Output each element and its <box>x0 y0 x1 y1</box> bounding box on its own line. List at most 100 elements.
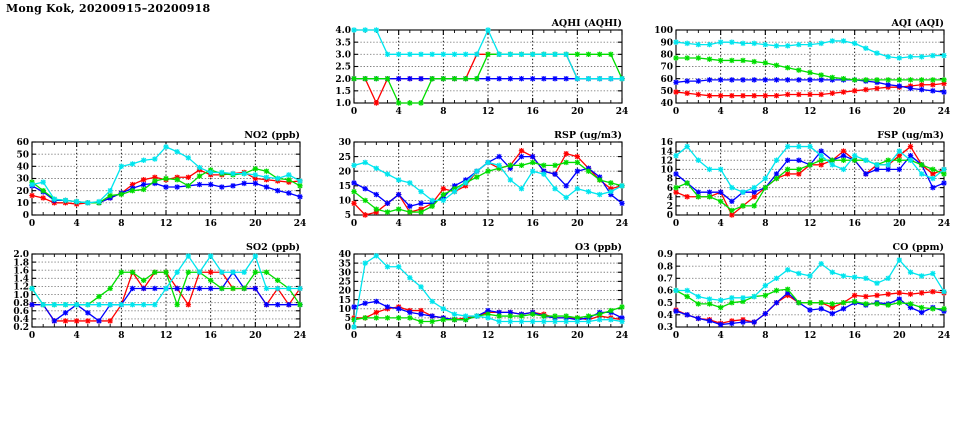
svg-text:8: 8 <box>440 219 446 229</box>
svg-text:24: 24 <box>938 219 951 229</box>
series-day1 <box>673 80 947 99</box>
svg-text:4: 4 <box>74 331 80 341</box>
svg-text:0.9: 0.9 <box>657 250 673 260</box>
svg-text:24: 24 <box>616 107 629 117</box>
chart-title: RSP (ug/m3) <box>554 130 622 141</box>
svg-text:24: 24 <box>616 331 629 341</box>
svg-text:40: 40 <box>660 99 673 109</box>
chart-title: NO2 (ppb) <box>244 130 300 141</box>
x-tick-labels: 0 4 8 12 16 20 24 <box>673 219 950 229</box>
chart-title: AQHI (AQHI) <box>551 18 622 29</box>
series-day4 <box>673 257 947 303</box>
svg-text:0: 0 <box>29 219 35 229</box>
svg-text:1.2: 1.2 <box>13 283 29 293</box>
x-tick-labels: 0 4 8 12 16 20 24 <box>351 219 628 229</box>
svg-text:10: 10 <box>338 305 351 315</box>
y-tick-labels: 0.3 0.4 0.5 0.6 0.7 0.8 0.9 <box>657 250 673 333</box>
svg-text:16: 16 <box>526 107 539 117</box>
svg-text:4.0: 4.0 <box>335 26 351 36</box>
svg-text:80: 80 <box>660 51 673 61</box>
chart-panel-co: 0.3 0.4 0.5 0.6 0.7 0.8 0.9 0 4 8 12 16 20 24 CO (ppm) <box>652 234 952 346</box>
svg-text:40: 40 <box>16 163 29 173</box>
svg-text:2: 2 <box>667 202 673 212</box>
svg-text:8: 8 <box>118 219 124 229</box>
svg-text:30: 30 <box>16 175 29 185</box>
chart-title: FSP (ug/m3) <box>877 130 944 141</box>
svg-text:1.0: 1.0 <box>13 291 29 301</box>
y-tick-labels: 5 10 15 20 25 30 <box>338 138 351 221</box>
svg-text:4: 4 <box>718 107 724 117</box>
x-tick-labels: 0 4 8 12 16 20 24 <box>673 331 950 341</box>
svg-text:1.0: 1.0 <box>335 99 351 109</box>
svg-text:3.0: 3.0 <box>335 51 351 61</box>
svg-text:30: 30 <box>338 138 351 148</box>
svg-text:3.5: 3.5 <box>335 38 351 48</box>
y-tick-labels: 40 50 60 70 80 90 100 <box>654 26 673 109</box>
chart-panel-rsp: 5 10 15 20 25 30 0 4 8 12 16 20 24 RSP (ug/m3) <box>330 122 630 234</box>
svg-text:16: 16 <box>526 331 539 341</box>
svg-text:8: 8 <box>762 331 768 341</box>
svg-text:10: 10 <box>16 199 29 209</box>
svg-text:8: 8 <box>440 107 446 117</box>
svg-text:0.6: 0.6 <box>657 287 673 297</box>
svg-text:24: 24 <box>294 219 307 229</box>
svg-text:16: 16 <box>848 331 861 341</box>
chart-panel-aqi: 40 50 60 70 80 90 100 0 4 8 12 16 20 24 AQI (AQI) <box>652 10 952 122</box>
series-day4 <box>351 27 625 82</box>
chart-panel-no2: 0 10 20 30 40 50 60 0 4 8 12 16 20 24 NO2 (ppb) <box>8 122 308 234</box>
series-day4 <box>29 144 303 206</box>
svg-text:16: 16 <box>204 219 217 229</box>
chart-co: 0.3 0.4 0.5 0.6 0.7 0.8 0.9 0 4 8 12 16 20 24 CO (ppm) <box>657 242 950 341</box>
x-tick-labels: 0 4 8 12 16 20 24 <box>351 331 628 341</box>
gridlines <box>354 142 622 215</box>
svg-text:8: 8 <box>667 175 673 185</box>
chart-title: AQI (AQI) <box>891 18 944 29</box>
svg-text:10: 10 <box>338 197 351 207</box>
svg-text:2.5: 2.5 <box>335 63 351 73</box>
svg-text:0.3: 0.3 <box>657 323 673 333</box>
chart-panel-fsp: 0 2 4 6 8 10 12 14 16 0 4 8 12 16 20 24 FSP (ug/m3) <box>652 122 952 234</box>
svg-text:0: 0 <box>23 211 29 221</box>
svg-text:20: 20 <box>338 167 351 177</box>
svg-text:16: 16 <box>526 219 539 229</box>
svg-text:60: 60 <box>16 138 29 148</box>
svg-text:1.4: 1.4 <box>13 275 29 285</box>
svg-text:0: 0 <box>667 211 673 221</box>
svg-text:20: 20 <box>249 331 262 341</box>
svg-text:1.6: 1.6 <box>13 266 29 276</box>
svg-text:12: 12 <box>804 107 817 117</box>
svg-text:12: 12 <box>482 107 495 117</box>
page-title: Mong Kok, 20200915–20200918 <box>6 2 211 15</box>
svg-text:70: 70 <box>660 63 673 73</box>
series-day4 <box>351 159 625 204</box>
y-tick-labels: 1.0 1.5 2.0 2.5 3.0 3.5 4.0 <box>335 26 351 109</box>
y-tick-labels: 0.20.40.60.81.01.21.41.61.82.0 <box>13 250 29 333</box>
svg-text:0: 0 <box>673 219 679 229</box>
svg-text:20: 20 <box>16 187 29 197</box>
chart-title: O3 (ppb) <box>575 242 622 253</box>
svg-text:6: 6 <box>667 184 673 194</box>
svg-text:0: 0 <box>673 107 679 117</box>
svg-text:14: 14 <box>660 147 673 157</box>
svg-text:20: 20 <box>249 219 262 229</box>
svg-text:4: 4 <box>396 107 402 117</box>
x-tick-labels: 0 4 8 12 16 20 24 <box>29 219 306 229</box>
svg-text:100: 100 <box>654 26 673 36</box>
svg-text:4: 4 <box>718 331 724 341</box>
svg-text:60: 60 <box>660 75 673 85</box>
svg-text:1.8: 1.8 <box>13 258 29 268</box>
svg-text:0.8: 0.8 <box>657 262 673 272</box>
axis-ticks <box>675 141 945 216</box>
svg-text:16: 16 <box>848 107 861 117</box>
axis-ticks <box>353 253 623 328</box>
chart-aqi: 40 50 60 70 80 90 100 0 4 8 12 16 20 24 AQI (AQI) <box>654 18 950 117</box>
svg-text:0.5: 0.5 <box>657 299 673 309</box>
svg-text:16: 16 <box>660 138 673 148</box>
svg-text:5: 5 <box>345 211 351 221</box>
svg-text:12: 12 <box>660 156 673 166</box>
series-day3 <box>673 286 947 312</box>
x-tick-labels: 0 4 8 12 16 20 24 <box>673 107 950 117</box>
svg-text:50: 50 <box>16 150 29 160</box>
